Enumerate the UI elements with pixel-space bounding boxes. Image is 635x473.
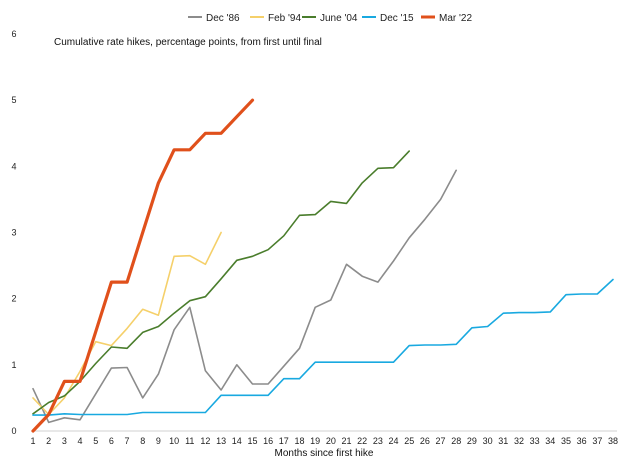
x-tick-label: 8 xyxy=(140,436,145,446)
x-tick-label: 30 xyxy=(483,436,493,446)
legend-item: Feb '94 xyxy=(250,13,301,24)
x-tick-label: 9 xyxy=(156,436,161,446)
y-axis: 0 1 2 3 4 5 6 xyxy=(11,29,16,436)
x-tick-label: 18 xyxy=(294,436,304,446)
chart-subtitle: Cumulative rate hikes, percentage points… xyxy=(54,37,322,48)
x-tick-label: 38 xyxy=(608,436,618,446)
series-june-04 xyxy=(32,150,411,415)
y-tick-label: 2 xyxy=(11,294,16,304)
x-tick-label: 6 xyxy=(109,436,114,446)
legend-label: Feb '94 xyxy=(268,13,301,24)
x-tick-label: 28 xyxy=(451,436,461,446)
x-tick-label: 26 xyxy=(420,436,430,446)
legend: Dec '86 Feb '94 June '04 Dec '15 Mar '22 xyxy=(188,13,472,24)
legend-item: Mar '22 xyxy=(421,13,472,24)
legend-label: June '04 xyxy=(320,13,358,24)
y-tick-label: 1 xyxy=(11,360,16,370)
x-tick-label: 24 xyxy=(389,436,399,446)
x-tick-label: 35 xyxy=(561,436,571,446)
legend-label: Dec '86 xyxy=(206,13,240,24)
series-line-feb-94 xyxy=(32,231,222,416)
x-tick-label: 21 xyxy=(342,436,352,446)
series-line-june-04 xyxy=(32,150,411,415)
series-layer xyxy=(31,98,614,433)
legend-item: Dec '86 xyxy=(188,13,240,24)
x-tick-label: 19 xyxy=(310,436,320,446)
x-tick-label: 37 xyxy=(592,436,602,446)
x-axis: 1 2 3 4 5 6 7 8 9 10 11 12 13 14 15 16 17 18 19 20 21 22 23 24 2… xyxy=(30,430,618,446)
legend-item: Dec '15 xyxy=(362,13,414,24)
series-dec-15 xyxy=(32,278,614,416)
x-tick-label: 20 xyxy=(326,436,336,446)
legend-item: June '04 xyxy=(302,13,358,24)
x-tick-label: 4 xyxy=(78,436,83,446)
x-tick-label: 10 xyxy=(169,436,179,446)
series-line-dec-86 xyxy=(32,169,458,424)
x-tick-label: 11 xyxy=(185,436,194,446)
x-tick-label: 32 xyxy=(514,436,524,446)
x-tick-label: 36 xyxy=(577,436,587,446)
series-feb-94 xyxy=(32,231,222,416)
x-tick-label: 16 xyxy=(263,436,273,446)
x-tick-label: 12 xyxy=(200,436,210,446)
y-tick-label: 5 xyxy=(11,95,16,105)
y-tick-label: 0 xyxy=(11,426,16,436)
legend-label: Dec '15 xyxy=(380,13,414,24)
x-tick-label: 27 xyxy=(436,436,446,446)
series-mar-22 xyxy=(31,98,255,433)
series-dec-86 xyxy=(32,169,458,424)
x-tick-label: 31 xyxy=(498,436,508,446)
x-tick-label: 13 xyxy=(216,436,226,446)
x-tick-label: 29 xyxy=(467,436,477,446)
series-line-mar-22 xyxy=(31,98,255,433)
y-tick-label: 4 xyxy=(11,161,16,171)
x-axis-label: Months since first hike xyxy=(275,448,374,459)
y-tick-label: 6 xyxy=(11,29,16,39)
x-tick-label: 33 xyxy=(530,436,540,446)
x-tick-label: 14 xyxy=(232,436,242,446)
legend-label: Mar '22 xyxy=(439,13,472,24)
y-tick-label: 3 xyxy=(11,228,16,238)
x-tick-label: 7 xyxy=(125,436,130,446)
x-tick-label: 23 xyxy=(373,436,383,446)
x-tick-label: 25 xyxy=(404,436,414,446)
x-tick-label: 34 xyxy=(545,436,555,446)
x-tick-label: 2 xyxy=(46,436,51,446)
x-tick-label: 17 xyxy=(279,436,289,446)
series-line-dec-15 xyxy=(32,278,614,416)
x-tick-label: 3 xyxy=(62,436,67,446)
x-tick-label: 22 xyxy=(357,436,367,446)
x-tick-label: 1 xyxy=(30,436,35,446)
x-tick-label: 5 xyxy=(93,436,98,446)
x-tick-label: 15 xyxy=(247,436,257,446)
